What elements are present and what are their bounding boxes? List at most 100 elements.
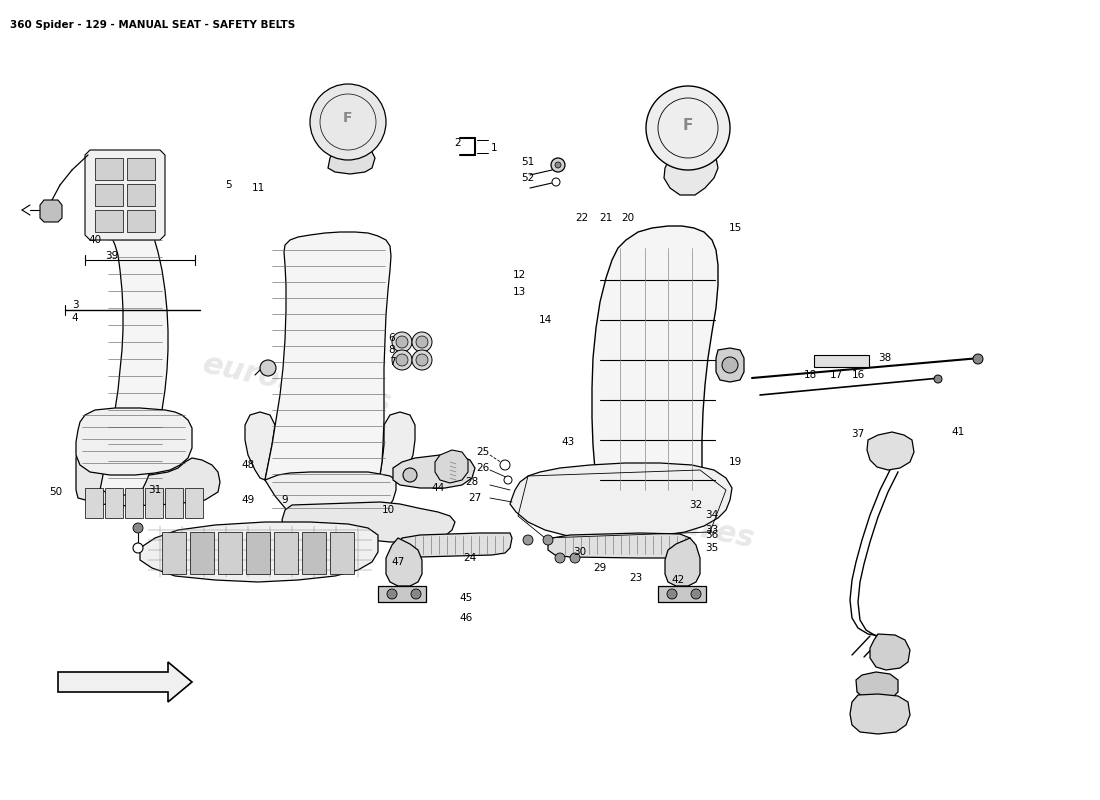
Text: 10: 10 bbox=[382, 505, 395, 515]
Polygon shape bbox=[328, 142, 375, 174]
Text: 17: 17 bbox=[829, 370, 843, 380]
Text: 49: 49 bbox=[241, 495, 254, 505]
Polygon shape bbox=[850, 694, 910, 734]
Circle shape bbox=[500, 460, 510, 470]
Text: 52: 52 bbox=[521, 173, 535, 183]
Circle shape bbox=[556, 162, 561, 168]
Text: 7: 7 bbox=[388, 357, 395, 367]
Text: 12: 12 bbox=[513, 270, 526, 280]
Polygon shape bbox=[58, 662, 192, 702]
Text: F: F bbox=[343, 111, 353, 125]
Text: 15: 15 bbox=[728, 223, 741, 233]
Circle shape bbox=[551, 158, 565, 172]
Text: 14: 14 bbox=[538, 315, 551, 325]
Bar bbox=[274, 532, 298, 574]
Circle shape bbox=[416, 336, 428, 348]
Text: 35: 35 bbox=[705, 543, 718, 553]
Bar bbox=[330, 532, 354, 574]
Polygon shape bbox=[870, 634, 910, 670]
Text: 48: 48 bbox=[241, 460, 254, 470]
Text: 38: 38 bbox=[879, 353, 892, 363]
Polygon shape bbox=[76, 448, 220, 506]
Text: 32: 32 bbox=[690, 500, 703, 510]
Polygon shape bbox=[666, 538, 700, 586]
Text: 4: 4 bbox=[72, 313, 78, 323]
Circle shape bbox=[504, 476, 512, 484]
Text: 40: 40 bbox=[88, 235, 101, 245]
Bar bbox=[95, 158, 123, 180]
Circle shape bbox=[392, 332, 412, 352]
Text: 23: 23 bbox=[629, 573, 642, 583]
Text: 33: 33 bbox=[705, 525, 718, 535]
Bar bbox=[185, 488, 204, 518]
Text: 43: 43 bbox=[561, 437, 574, 447]
Polygon shape bbox=[867, 432, 914, 470]
Circle shape bbox=[387, 589, 397, 599]
Polygon shape bbox=[100, 224, 168, 495]
Circle shape bbox=[411, 589, 421, 599]
Text: 20: 20 bbox=[621, 213, 635, 223]
Polygon shape bbox=[664, 148, 718, 195]
Polygon shape bbox=[85, 150, 165, 240]
Circle shape bbox=[310, 84, 386, 160]
Circle shape bbox=[667, 589, 676, 599]
Bar bbox=[165, 488, 183, 518]
Bar bbox=[85, 488, 103, 518]
Text: 11: 11 bbox=[252, 183, 265, 193]
Text: 47: 47 bbox=[392, 557, 405, 567]
Polygon shape bbox=[245, 412, 275, 480]
Polygon shape bbox=[510, 463, 732, 538]
Text: 13: 13 bbox=[513, 287, 526, 297]
Circle shape bbox=[260, 360, 276, 376]
Polygon shape bbox=[140, 522, 378, 582]
Bar bbox=[302, 532, 326, 574]
Polygon shape bbox=[265, 232, 390, 494]
Text: 2: 2 bbox=[454, 138, 461, 148]
Text: 6: 6 bbox=[388, 333, 395, 343]
Bar bbox=[95, 184, 123, 206]
Bar bbox=[95, 210, 123, 232]
Circle shape bbox=[556, 553, 565, 563]
Bar bbox=[126, 158, 155, 180]
Text: eurospares: eurospares bbox=[200, 350, 394, 418]
Text: 19: 19 bbox=[728, 457, 741, 467]
Polygon shape bbox=[386, 538, 422, 586]
Bar bbox=[190, 532, 214, 574]
Circle shape bbox=[934, 375, 942, 383]
Text: 46: 46 bbox=[460, 613, 473, 623]
Text: 22: 22 bbox=[575, 213, 589, 223]
Polygon shape bbox=[76, 408, 192, 475]
Text: 41: 41 bbox=[952, 427, 965, 437]
Text: 27: 27 bbox=[469, 493, 482, 503]
Text: 25: 25 bbox=[476, 447, 490, 457]
Circle shape bbox=[133, 523, 143, 533]
Circle shape bbox=[646, 86, 730, 170]
Text: 44: 44 bbox=[431, 483, 444, 493]
Polygon shape bbox=[716, 348, 744, 382]
Bar bbox=[145, 488, 163, 518]
Polygon shape bbox=[398, 533, 512, 557]
Text: 18: 18 bbox=[803, 370, 816, 380]
Bar bbox=[104, 488, 123, 518]
Circle shape bbox=[570, 553, 580, 563]
Text: 42: 42 bbox=[671, 575, 684, 585]
Text: 50: 50 bbox=[50, 487, 63, 497]
Text: F: F bbox=[683, 118, 693, 133]
Bar bbox=[246, 532, 270, 574]
Bar bbox=[126, 184, 155, 206]
Text: 39: 39 bbox=[106, 251, 119, 261]
Text: 9: 9 bbox=[282, 495, 288, 505]
Text: 8: 8 bbox=[388, 345, 395, 355]
Text: 31: 31 bbox=[148, 485, 162, 495]
Polygon shape bbox=[379, 412, 415, 480]
Text: 36: 36 bbox=[705, 530, 718, 540]
Bar bbox=[162, 532, 186, 574]
Bar bbox=[126, 210, 155, 232]
Circle shape bbox=[543, 535, 553, 545]
Bar bbox=[378, 586, 426, 602]
Polygon shape bbox=[40, 200, 62, 222]
Text: 1: 1 bbox=[491, 143, 497, 153]
Circle shape bbox=[552, 178, 560, 186]
Circle shape bbox=[974, 354, 983, 364]
Bar bbox=[218, 532, 242, 574]
